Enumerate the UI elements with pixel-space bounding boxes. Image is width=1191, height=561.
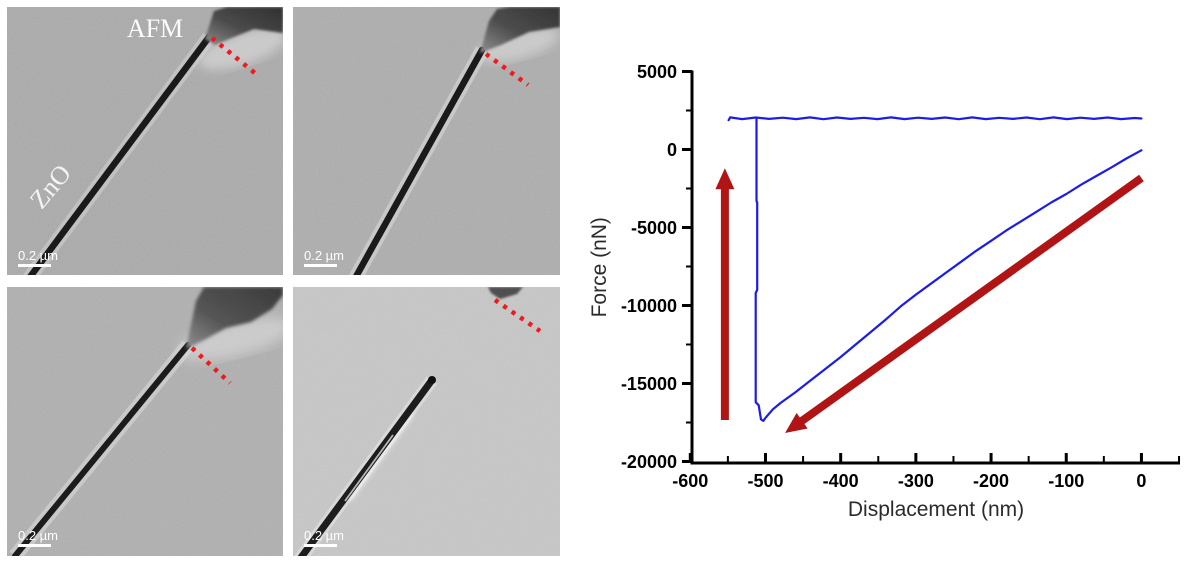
scale-bar-label: 0.2 µm <box>304 248 344 263</box>
x-tick-label: 0 <box>1136 471 1146 491</box>
series-constant-force-hold <box>727 116 1143 122</box>
y-tick-label: -5000 <box>631 218 677 238</box>
tem-panel-top-left: AFM ZnO 0.2 µm <box>7 7 283 275</box>
loading-arrow-head <box>785 413 808 433</box>
fracture-plane-dotted-line <box>190 346 232 385</box>
tem-panel-bottom-right: 0.2 µm <box>293 287 560 556</box>
tip-glow <box>178 317 283 361</box>
scale-bar-label: 0.2 µm <box>18 528 58 543</box>
nanowire-split-line <box>344 434 394 502</box>
scale-bar <box>18 264 51 267</box>
nanowire-fracture-end <box>428 376 436 384</box>
fracture-plane-dotted-line <box>484 52 530 87</box>
x-tick-label: -300 <box>898 471 934 491</box>
tem-panel-bottom-left: 0.2 µm <box>7 287 283 556</box>
tem-panel-top-right: 0.2 µm <box>293 7 560 275</box>
x-tick-label: -200 <box>973 471 1009 491</box>
pull-up-arrow-head <box>715 168 735 190</box>
series-snap-in-and-retraction <box>754 116 1143 422</box>
x-axis-title: Displacement (nm) <box>848 498 1024 521</box>
x-tick-label: -400 <box>823 471 859 491</box>
afm-tip <box>480 7 560 53</box>
afm-tip <box>488 287 523 299</box>
x-tick-label: -100 <box>1048 471 1084 491</box>
loading-arrow-shaft <box>795 174 1144 427</box>
nanowire <box>12 342 191 556</box>
x-tick-label: -500 <box>747 471 783 491</box>
scale-bar <box>18 544 51 547</box>
nanowire <box>27 33 213 275</box>
scale-bar <box>304 264 337 267</box>
y-tick-label: -15000 <box>621 374 677 394</box>
scale-bar-label: 0.2 µm <box>304 528 344 543</box>
y-tick-label: -10000 <box>621 296 677 316</box>
x-tick-label: -600 <box>672 471 708 491</box>
y-tick-label: 5000 <box>637 62 677 82</box>
nanowire <box>353 46 486 275</box>
afm-tip <box>205 7 283 45</box>
tip-glow <box>197 28 283 70</box>
afm-tip <box>186 287 283 349</box>
scale-bar <box>304 544 337 547</box>
tip-glow <box>477 27 559 63</box>
scale-bar-label: 0.2 µm <box>18 248 58 263</box>
fractured-nanowire <box>297 376 436 556</box>
afm-label: AFM <box>127 14 183 43</box>
force-displacement-chart: 5000 0 -5000 -10000 -15000 -20000-600 -500 -400… <box>588 62 1181 521</box>
y-axis-title: Force (nN) <box>588 217 611 317</box>
y-tick-label: 0 <box>667 140 677 160</box>
y-tick-label: -20000 <box>621 452 677 472</box>
